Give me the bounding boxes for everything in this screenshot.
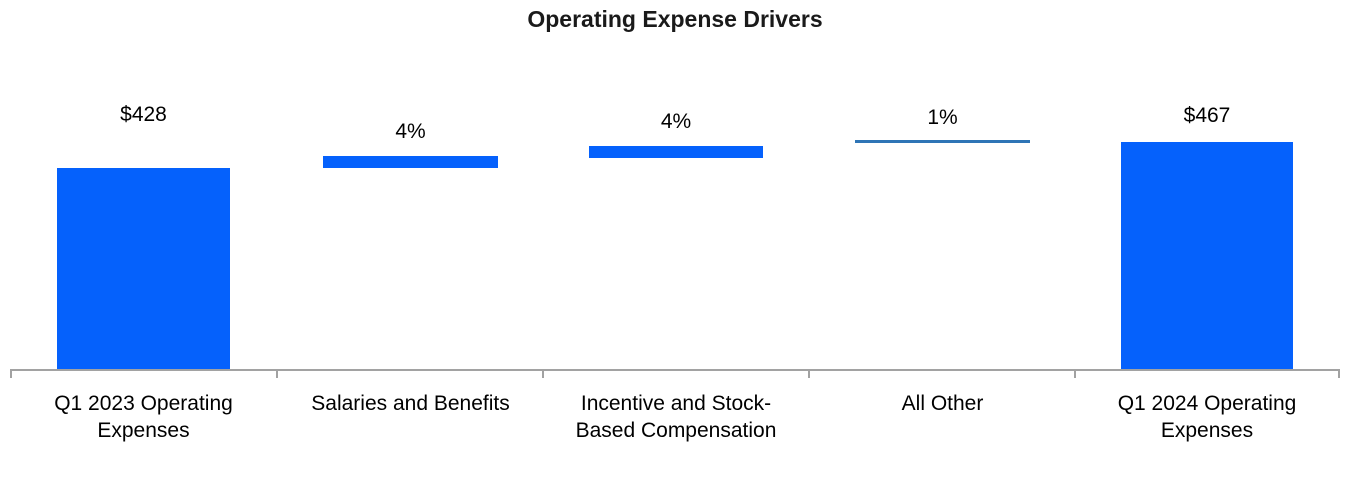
x-axis-category-label: Q1 2023 Operating Expenses — [54, 392, 233, 442]
bar-value-label: $467 — [1183, 104, 1231, 127]
x-axis-tick — [1074, 369, 1076, 378]
x-axis-category-label: Salaries and Benefits — [311, 392, 510, 415]
bar-value-label: 4% — [660, 110, 692, 133]
x-axis-line — [10, 369, 1340, 371]
x-axis-category-label: All Other — [901, 392, 984, 415]
waterfall-bar — [57, 168, 230, 369]
waterfall-bar — [323, 156, 498, 168]
x-axis-tick — [1338, 369, 1340, 378]
x-axis-category-label: Incentive and Stock-Based Compensation — [575, 392, 777, 442]
x-axis-tick — [808, 369, 810, 378]
x-axis-category-label: Q1 2024 Operating Expenses — [1117, 392, 1297, 442]
bar-value-label: 4% — [395, 120, 426, 143]
bar-value-label: 1% — [927, 106, 958, 129]
waterfall-bar — [1121, 142, 1293, 369]
chart-title: Operating Expense Drivers — [527, 6, 823, 32]
bar-value-label: $428 — [120, 103, 167, 126]
waterfall-bar — [589, 146, 763, 158]
x-axis-tick — [276, 369, 278, 378]
waterfall-bar — [855, 140, 1030, 143]
x-axis-tick — [542, 369, 544, 378]
x-axis-tick — [10, 369, 12, 378]
